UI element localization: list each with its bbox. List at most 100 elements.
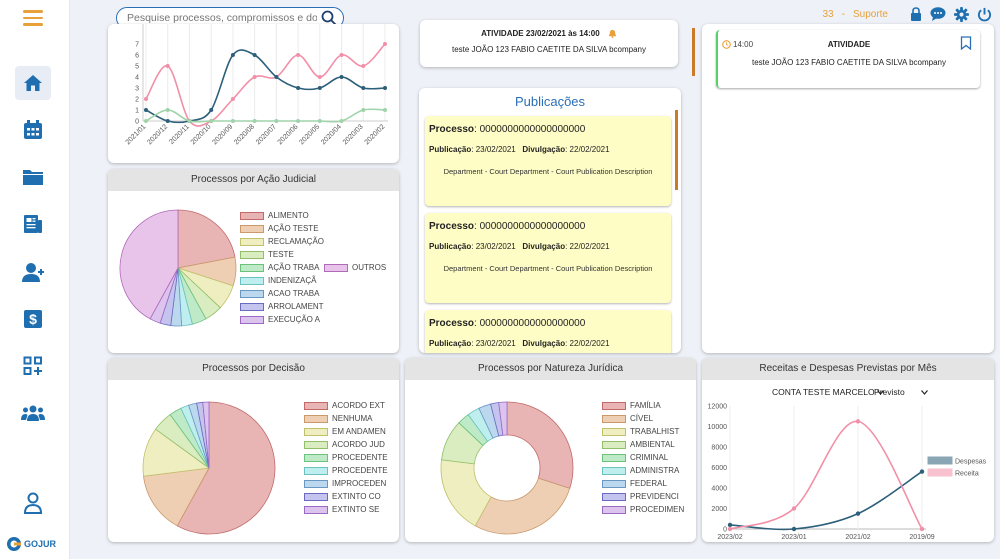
pie-slice[interactable] <box>143 467 210 527</box>
legend-item[interactable]: PROCEDENTE <box>304 466 388 475</box>
sidebar-item-folder[interactable] <box>15 160 51 194</box>
legend-label: AMBIENTAL <box>630 440 675 449</box>
pie-slice[interactable] <box>506 401 574 489</box>
legend-item[interactable]: ACORDO EXT <box>304 401 385 410</box>
legend-item[interactable]: PROCEDENTE <box>304 453 388 462</box>
separator: - <box>841 8 845 20</box>
activity-card-mid[interactable]: ATIVIDADE 23/02/2021 às 14:00 teste JOÃO… <box>420 20 678 67</box>
legend-item[interactable]: ARROLAMENT <box>240 302 324 311</box>
x-tick-label: 2023/01 <box>781 534 806 541</box>
legend-item[interactable]: EXTINTO SE <box>304 505 379 514</box>
legend-item[interactable]: PROCEDIMEN <box>602 505 684 514</box>
legend-swatch <box>304 492 328 501</box>
legend-label: TRABALHIST <box>630 427 680 436</box>
data-point <box>252 75 257 79</box>
sidebar-item-home[interactable] <box>15 66 51 100</box>
legend-item[interactable]: EXECUÇÃO A <box>240 315 320 324</box>
data-point <box>296 119 301 123</box>
legend-label[interactable]: Receita <box>955 471 979 478</box>
y-tick-label: 8000 <box>711 445 727 452</box>
legend-item[interactable]: ACAO TRABA <box>240 289 319 298</box>
sidebar-item-publications[interactable] <box>15 207 51 241</box>
legend-item[interactable]: EM ANDAMEN <box>304 427 386 436</box>
pie-slice[interactable] <box>498 401 508 436</box>
hamburger-icon <box>23 10 43 26</box>
legend-item[interactable]: TRABALHIST <box>602 427 679 436</box>
series-line <box>729 420 923 530</box>
sidebar-item-team[interactable] <box>15 396 51 430</box>
chat-icon[interactable] <box>930 7 946 21</box>
revenue-expense-panel: Receitas e Despesas Previstas por Mês CO… <box>702 358 994 542</box>
pie-slice[interactable] <box>177 209 236 269</box>
pie-slice[interactable] <box>119 209 179 320</box>
legend-label: PROCEDIMEN <box>630 505 685 514</box>
publication-card[interactable]: Processo: 0000000000000000000 Publicação… <box>425 116 671 206</box>
legend-item[interactable]: CRIMINAL <box>602 453 668 462</box>
x-tick-label: 2019/09 <box>909 534 934 541</box>
legend-item[interactable]: AÇÃO TESTE <box>240 224 319 233</box>
legend-swatch <box>304 401 328 410</box>
gojur-logo: GOJUR <box>6 536 56 552</box>
legend-item[interactable]: NENHUMA <box>304 414 372 423</box>
x-tick-label: 2020/06 <box>277 123 300 146</box>
legend-item[interactable]: FAMÍLIA <box>602 401 661 410</box>
legend-item[interactable]: ALIMENTO <box>240 211 309 220</box>
money-icon: $ <box>24 310 42 328</box>
pie-slice[interactable] <box>202 401 210 469</box>
legend-label: ACAO TRABA <box>268 289 320 298</box>
bookmark-icon[interactable] <box>960 36 972 50</box>
legend-item[interactable]: PREVIDENCI <box>602 492 679 501</box>
y-tick-label: 4000 <box>711 486 727 493</box>
legend-item[interactable]: INDENIZAÇÃ <box>240 276 316 285</box>
sidebar-item-profile[interactable] <box>15 486 51 520</box>
data-point <box>791 506 797 511</box>
legend-swatch <box>324 263 348 272</box>
legend-item[interactable]: ACORDO JUD <box>304 440 385 449</box>
y-tick-label: 2 <box>135 97 139 104</box>
lock-icon[interactable] <box>910 7 922 21</box>
pie-slice[interactable] <box>474 477 571 535</box>
data-point <box>230 53 235 57</box>
mode-select[interactable]: Previsto <box>874 387 929 397</box>
gear-icon[interactable] <box>954 6 969 22</box>
power-icon[interactable] <box>977 7 992 22</box>
data-point <box>361 64 366 68</box>
legend-swatch <box>602 401 626 410</box>
legend-swatch <box>304 414 328 423</box>
legend-item[interactable]: EXTINTO CO <box>304 492 381 501</box>
sidebar-item-apps[interactable] <box>15 349 51 383</box>
account-select[interactable]: CONTA TESTE MARCELO <box>772 387 884 397</box>
legend-item[interactable]: OUTROS <box>324 263 386 272</box>
sidebar-item-financial[interactable]: $ <box>15 302 51 336</box>
legend-label: ACORDO JUD <box>332 440 385 449</box>
search-input[interactable] <box>127 12 317 24</box>
legend-item[interactable]: CÍVEL <box>602 414 653 423</box>
legend-item[interactable]: AMBIENTAL <box>602 440 675 449</box>
sidebar-item-calendar[interactable] <box>15 113 51 147</box>
legend-item[interactable]: TESTE <box>240 250 294 259</box>
clock-icon <box>722 40 731 49</box>
legend-item[interactable]: FEDERAL <box>602 479 667 488</box>
publications-scrollbar[interactable] <box>675 110 678 190</box>
legend-swatch <box>304 427 328 436</box>
support-link[interactable]: Suporte <box>852 8 888 20</box>
legend-label[interactable]: Despesas <box>955 459 987 466</box>
legend-swatch <box>602 427 626 436</box>
legend-item[interactable]: RECLAMAÇÃO <box>240 237 324 246</box>
publication-card[interactable]: Processo: 0000000000000000000 Publicação… <box>425 213 671 303</box>
notification-count[interactable]: 33 <box>822 8 834 20</box>
legend-item[interactable]: ADMINISTRA <box>602 466 679 475</box>
pie-decisao-chart <box>142 401 276 535</box>
sidebar-item-add-user[interactable] <box>15 255 51 289</box>
data-point <box>855 511 861 516</box>
legend-swatch <box>304 505 328 514</box>
menu-toggle-button[interactable] <box>23 10 43 26</box>
activity-card-right[interactable]: 14:00 ATIVIDADE teste JOÃO 123 FABIO CAE… <box>716 30 980 88</box>
legend-label: EM ANDAMEN <box>332 427 386 436</box>
publication-card[interactable]: Processo: 0000000000000000000 Publicação… <box>425 310 671 353</box>
pie-slice[interactable] <box>176 401 276 535</box>
legend-label: ALIMENTO <box>268 211 309 220</box>
legend-item[interactable]: IMPROCEDEN <box>304 479 386 488</box>
legend-item[interactable]: AÇÃO TRABA <box>240 263 319 272</box>
legend-label: OUTROS <box>352 263 387 272</box>
